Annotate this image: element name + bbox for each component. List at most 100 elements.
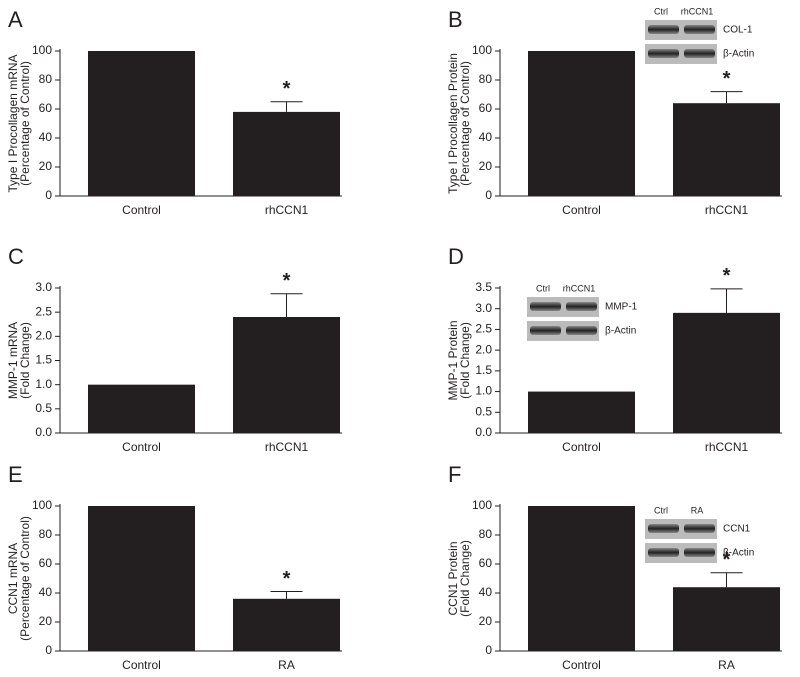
y-tick-label: 80 [39,72,53,86]
y-tick-label: 0.5 [35,401,52,415]
bar [528,391,635,433]
panel: D 0.0 0.5 1.0 1.5 2.0 2.5 3.0 3.5 MMP-1 Protein(F… [446,244,782,454]
y-tick-label: 0 [45,643,52,657]
blot-row-label: β-Actin [723,49,754,60]
panel-letter: E [8,462,23,487]
x-tick-label: RA [278,658,295,672]
bar [673,587,780,651]
y-tick-label: 20 [39,159,53,173]
y-axis-label: (Fold Change) [458,322,472,399]
y-tick-label: 20 [479,159,493,173]
x-tick-label: rhCCN1 [705,203,749,217]
y-tick-label: 80 [39,527,53,541]
y-axis-label: CCN1 Protein [446,541,460,615]
blot-band [530,302,561,311]
blot-band [684,524,715,533]
significance-marker: * [723,549,731,571]
y-tick-label: 60 [479,101,493,115]
blot-band [648,25,679,34]
x-tick-label: Control [122,658,161,672]
panel-letter: C [8,244,24,269]
blot-row-label: CCN1 [723,524,751,535]
panel: E 0 20 40 60 80 100 CCN1 mRNA(Percentage of Con… [6,462,342,672]
y-tick-label: 2.0 [35,329,52,343]
y-tick-label: 2.0 [475,342,492,356]
significance-marker: * [723,265,731,287]
y-tick-label: 2.5 [35,304,52,318]
y-tick-label: 1.0 [475,384,492,398]
x-tick-label: rhCCN1 [265,440,309,454]
blot-band [648,524,679,533]
y-axis-label: (Fold Change) [18,322,32,399]
panel-letter: D [448,244,464,269]
y-tick-label: 40 [479,130,493,144]
blot-row-label: MMP-1 [605,302,638,313]
y-tick-label: 0 [45,188,52,202]
y-tick-label: 60 [39,101,53,115]
y-axis-label: MMP-1 Protein [446,320,460,400]
bar [673,312,780,433]
blot-lane-label: Ctrl [654,505,668,515]
y-tick-label: 20 [479,614,493,628]
y-tick-label: 0.0 [475,425,492,439]
bar [233,317,340,433]
bar [88,506,195,651]
y-tick-label: 80 [479,527,493,541]
panel: A 0 20 40 60 80 100 Type I Procollagen mRNA(Per… [6,7,342,217]
y-tick-label: 60 [39,556,53,570]
significance-marker: * [283,270,291,292]
x-tick-label: Control [122,440,161,454]
blot-band [648,548,679,557]
y-tick-label: 100 [472,498,492,512]
y-tick-label: 0 [485,188,492,202]
y-tick-label: 20 [39,614,53,628]
x-tick-label: Control [562,658,601,672]
y-tick-label: 100 [472,43,492,57]
blot-band [684,25,715,34]
y-tick-label: 3.0 [475,301,492,315]
y-tick-label: 60 [479,556,493,570]
y-tick-label: 0.5 [475,404,492,418]
panel-letter: F [448,462,461,487]
blot-row-label: β-Actin [723,548,754,559]
blot-lane-label: rhCCN1 [563,283,596,293]
x-tick-label: rhCCN1 [265,203,309,217]
y-axis-label: (Percentage of Control) [18,516,32,641]
blot-band [648,49,679,58]
y-tick-label: 100 [32,498,52,512]
y-tick-label: 100 [32,43,52,57]
significance-marker: * [723,68,731,90]
bar [233,111,340,196]
y-axis-label: Type I Procollagen mRNA [6,54,20,192]
y-tick-label: 40 [39,130,53,144]
y-tick-label: 0.0 [35,425,52,439]
significance-marker: * [283,78,291,100]
x-tick-label: Control [562,203,601,217]
bar [528,51,635,196]
blot-lane-label: rhCCN1 [681,6,714,16]
y-tick-label: 3.5 [475,280,492,294]
bar [528,506,635,651]
x-tick-label: Control [122,203,161,217]
y-tick-label: 2.5 [475,322,492,336]
bar [88,384,195,433]
blot-band [684,49,715,58]
y-tick-label: 40 [479,585,493,599]
blot-band [530,326,561,335]
x-tick-label: Control [562,440,601,454]
y-axis-label: MMP-1 mRNA [6,322,20,399]
bar [88,51,195,196]
panel: F 0 20 40 60 80 100 CCN1 Protein(Fold Change) Co… [446,462,782,672]
blot-band [684,548,715,557]
x-tick-label: rhCCN1 [705,440,749,454]
y-axis-label: (Percentage of Control) [458,61,472,186]
panel-letter: A [8,7,23,32]
y-axis-label: Type I Procollagen Protein [446,53,460,194]
blot-row-label: COL-1 [723,25,753,36]
y-axis-label: (Percentage of Control) [18,61,32,186]
bar [673,103,780,196]
panel-letter: B [448,7,463,32]
y-tick-label: 1.5 [35,353,52,367]
